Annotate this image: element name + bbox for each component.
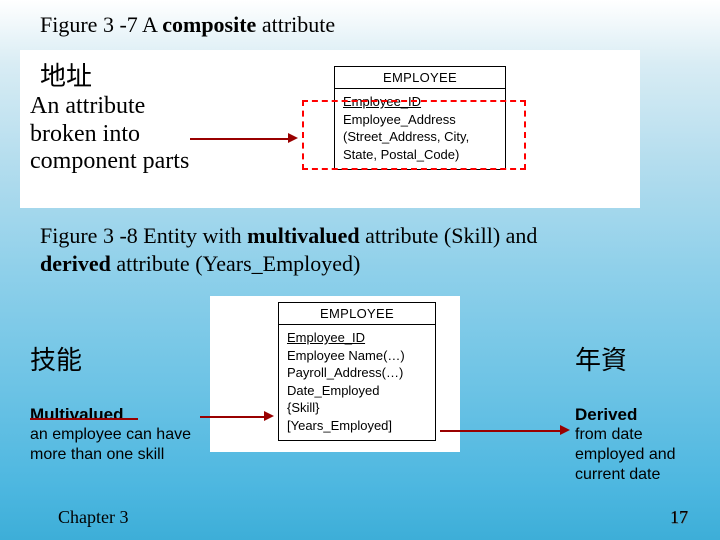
fig37-arrow-head-icon [288, 133, 298, 143]
fig38-cap-prefix: Figure 3 -8 Entity with [40, 223, 247, 248]
fig37-desc2: broken into [30, 121, 189, 149]
fig37-left-block: 地址 An attribute broken into component pa… [30, 56, 189, 176]
fig38-attr4: Date_Employed [287, 382, 427, 400]
fig38-left-hdr: Multivalued [30, 405, 191, 425]
fig37-arrow-line [190, 138, 290, 140]
fig37-entity-title: EMPLOYEE [335, 67, 505, 89]
fig37-dashed-box [302, 100, 526, 170]
fig38-cap-bold1: multivalued [247, 223, 359, 248]
fig38-left-line2: more than one skill [30, 445, 191, 465]
fig37-cjk: 地址 [40, 56, 189, 93]
fig38-right-arrow-line [440, 430, 562, 432]
fig38-cap-bold2: derived [40, 251, 111, 276]
footer-page-number: 17 [670, 507, 688, 528]
fig38-right-annotation: 年資 Derived from date employed and curren… [575, 340, 676, 485]
fig37-desc3: component parts [30, 148, 189, 176]
fig38-right-cjk: 年資 [575, 340, 676, 377]
fig38-entity: EMPLOYEE Employee_ID Employee Name(…) Pa… [278, 302, 436, 441]
fig37-caption-suffix: attribute [256, 12, 335, 37]
fig38-right-line3: current date [575, 465, 676, 485]
fig38-right-arrow-head-icon [560, 425, 570, 435]
fig38-left-arrow-line [200, 416, 266, 418]
fig37-desc1: An attribute [30, 93, 189, 121]
fig38-right-line1: from date [575, 425, 676, 445]
fig37-caption-prefix: Figure 3 -7 A [40, 12, 162, 37]
fig38-left-underline [30, 418, 138, 420]
fig38-left-arrow-head-icon [264, 411, 274, 421]
fig38-caption: Figure 3 -8 Entity with multivalued attr… [40, 222, 600, 277]
fig38-left-line1: an employee can have [30, 425, 191, 445]
fig38-attr1: Employee_ID [287, 329, 427, 347]
fig38-attr3: Payroll_Address(…) [287, 364, 427, 382]
fig37-caption-bold: composite [162, 12, 256, 37]
footer-chapter: Chapter 3 [58, 507, 128, 528]
fig38-right-line2: employed and [575, 445, 676, 465]
fig38-entity-body: Employee_ID Employee Name(…) Payroll_Add… [279, 325, 435, 440]
fig38-attr6: [Years_Employed] [287, 417, 427, 435]
fig38-left-cjk: 技能 [30, 340, 191, 377]
fig38-right-hdr: Derived [575, 405, 676, 425]
fig38-attr2: Employee Name(…) [287, 347, 427, 365]
fig38-cap-mid: attribute (Skill) and [360, 223, 538, 248]
fig38-entity-title: EMPLOYEE [279, 303, 435, 325]
fig38-attr5: {Skill} [287, 399, 427, 417]
fig38-left-annotation: 技能 Multivalued an employee can have more… [30, 340, 191, 465]
fig37-caption: Figure 3 -7 A composite attribute [40, 12, 335, 38]
fig38-cap-suffix: attribute (Years_Employed) [111, 251, 361, 276]
